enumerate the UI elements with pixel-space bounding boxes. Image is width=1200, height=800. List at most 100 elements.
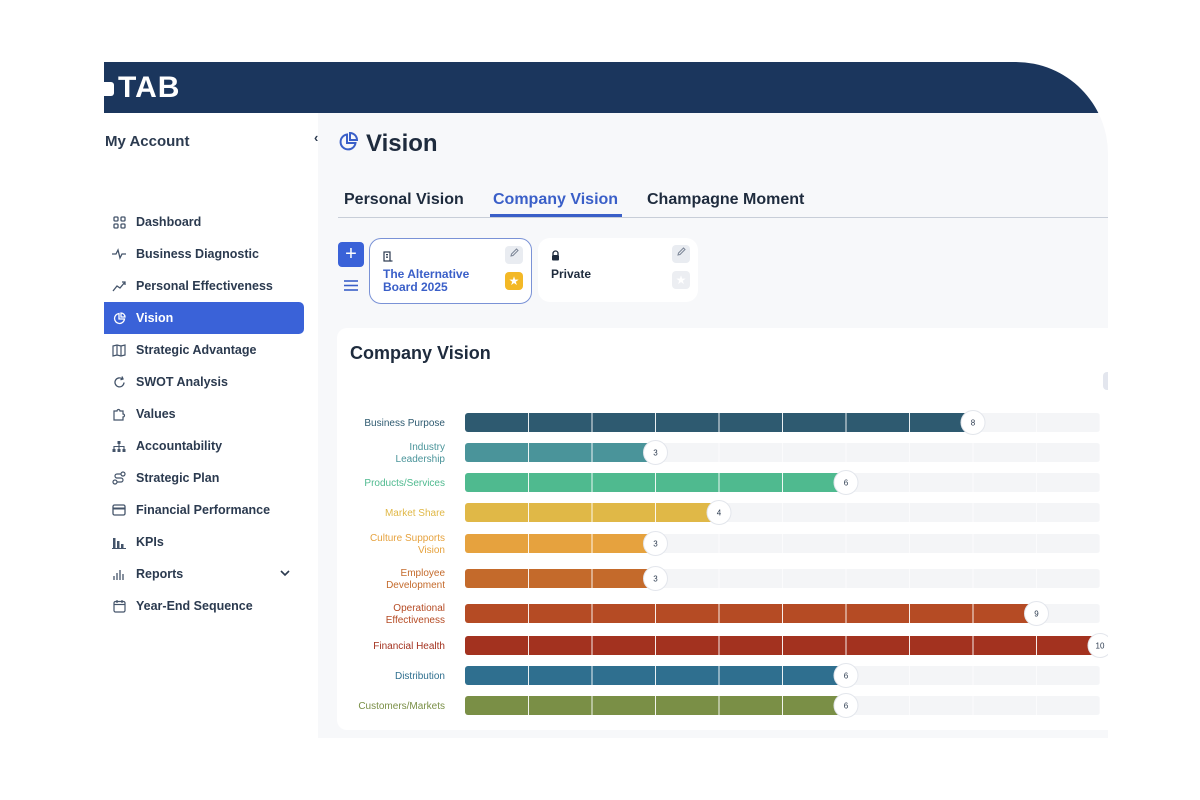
data-label: 3 (653, 449, 658, 458)
sidebar-item-kpis[interactable]: KPIs (104, 526, 304, 558)
pulse-icon (110, 248, 128, 260)
page-title: Vision (366, 130, 438, 157)
org-chart-icon (110, 440, 128, 453)
sidebar-item-personal-effectiveness[interactable]: Personal Effectiveness (104, 270, 304, 302)
sidebar-item-reports[interactable]: Reports (104, 558, 304, 590)
sidebar-item-accountability[interactable]: Accountability (104, 430, 304, 462)
category-label: Industry (409, 442, 445, 453)
category-label: Vision (418, 545, 445, 556)
sidebar-item-year-end-sequence[interactable]: Year-End Sequence (104, 590, 304, 622)
sidebar-item-label: Values (136, 407, 176, 421)
sidebar-item-swot-analysis[interactable]: SWOT Analysis (104, 366, 304, 398)
category-label: Leadership (396, 454, 446, 465)
active-tab-indicator (490, 214, 622, 217)
data-label: 8 (971, 419, 976, 428)
value-badge (833, 663, 859, 688)
vision-card[interactable]: The Alternative Board 2025 ★ (369, 238, 532, 304)
pie-icon (110, 311, 128, 325)
value-badge (643, 440, 668, 465)
refresh-icon (110, 375, 128, 389)
bar (465, 534, 656, 553)
collapse-sidebar-button[interactable]: ‹ (314, 130, 319, 145)
report-icon (110, 568, 128, 581)
chevron-down-icon[interactable] (280, 568, 290, 580)
sidebar: My Account ‹ Dashboard Business Diagnost… (104, 113, 319, 738)
bar (465, 604, 1037, 623)
sidebar-item-dashboard[interactable]: Dashboard (104, 206, 304, 238)
value-badge (833, 470, 859, 495)
star-icon[interactable]: ★ (672, 271, 690, 289)
sidebar-title: My Account (105, 133, 190, 150)
tab-champagne-moment[interactable]: Champagne Moment (647, 191, 805, 208)
data-label: 6 (844, 672, 849, 681)
value-badge (643, 531, 668, 556)
sidebar-item-business-diagnostic[interactable]: Business Diagnostic (104, 238, 304, 270)
card-icon (110, 504, 128, 516)
bar-chart-icon (110, 536, 128, 549)
sidebar-item-label: Dashboard (136, 215, 202, 229)
value-badge (706, 500, 732, 525)
edit-button[interactable] (505, 246, 523, 264)
top-bar: TAB (104, 62, 1108, 113)
puzzle-icon (110, 407, 128, 421)
sidebar-item-label: Strategic Advantage (136, 343, 257, 357)
route-icon (110, 471, 128, 485)
category-label: Effectiveness (386, 615, 445, 626)
sidebar-item-strategic-advantage[interactable]: Strategic Advantage (104, 334, 304, 366)
sidebar-item-label: KPIs (136, 535, 164, 549)
app-window: TAB My Account ‹ Dashboard Business Diag… (104, 62, 1108, 738)
data-label: 4 (717, 509, 722, 518)
sidebar-item-label: Financial Performance (136, 503, 271, 517)
map-icon (110, 343, 128, 357)
sidebar-item-financial-performance[interactable]: Financial Performance (104, 494, 304, 526)
data-label: 9 (1034, 610, 1039, 619)
trend-icon (110, 280, 128, 292)
category-label: Distribution (395, 671, 445, 682)
sidebar-item-label: Accountability (136, 439, 223, 453)
building-icon (383, 251, 393, 265)
lock-icon (551, 250, 560, 264)
calendar-icon (110, 599, 128, 613)
category-label: Products/Services (364, 478, 445, 489)
data-label: 6 (844, 702, 849, 711)
grid-icon (110, 215, 128, 229)
value-badge (1087, 633, 1108, 658)
sidebar-item-label: Year-End Sequence (136, 599, 253, 613)
bar (465, 569, 656, 588)
tab-personal-vision[interactable]: Personal Vision (344, 191, 464, 208)
sidebar-item-label: Reports (136, 567, 184, 581)
page-header: Vision (338, 130, 438, 158)
data-label: 3 (653, 575, 658, 584)
data-label: 10 (1096, 642, 1105, 651)
bar (465, 443, 656, 462)
chart-card: Company Vision Business Purpose 8 Industry… (337, 328, 1108, 730)
sidebar-item-vision[interactable]: Vision (104, 302, 304, 334)
tab-company-vision[interactable]: Company Vision (493, 191, 619, 208)
menu-icon[interactable] (338, 274, 364, 299)
data-label: 6 (844, 479, 849, 488)
value-badge (960, 410, 986, 435)
add-vision-button[interactable]: + (338, 242, 364, 267)
pie-icon (338, 131, 359, 157)
chart-title: Company Vision (350, 343, 491, 363)
category-label: Financial Health (373, 641, 445, 652)
app-logo[interactable]: TAB (118, 71, 181, 104)
sidebar-item-label: Vision (136, 311, 174, 325)
tab-bar: Personal Vision Company Vision Champagne… (338, 183, 1108, 218)
sidebar-item-label: Strategic Plan (136, 471, 220, 485)
category-label: Employee (401, 568, 446, 579)
value-badge (833, 693, 859, 718)
data-label: 3 (653, 540, 658, 549)
star-icon[interactable]: ★ (505, 272, 523, 290)
sidebar-item-strategic-plan[interactable]: Strategic Plan (104, 462, 304, 494)
main-content: Vision Personal Vision Company Vision Ch… (318, 113, 1108, 738)
vision-card[interactable]: Private ★ (538, 238, 698, 302)
edit-button[interactable] (672, 245, 690, 263)
value-badge (643, 566, 668, 591)
vision-card-title: Private (551, 267, 592, 281)
category-label: Operational (393, 603, 445, 614)
scroll-handle[interactable] (1103, 372, 1108, 390)
category-label: Development (386, 580, 445, 591)
sidebar-item-values[interactable]: Values (104, 398, 304, 430)
